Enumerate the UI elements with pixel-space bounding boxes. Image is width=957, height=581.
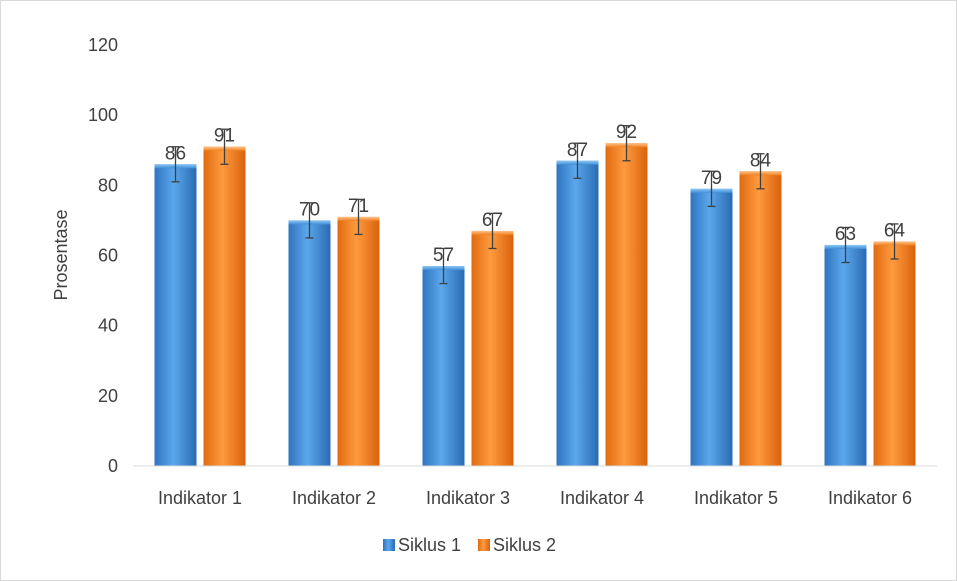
bar-siklus-1-4	[556, 160, 599, 466]
legend: Siklus 1 Siklus 2	[383, 535, 556, 555]
bar-siklus-2-6	[873, 241, 916, 466]
data-label: 86	[165, 143, 186, 164]
data-label: 67	[482, 210, 503, 231]
x-tick-label: Indikator 6	[828, 488, 912, 508]
bar-siklus-1-1	[154, 164, 197, 467]
bar-series: 86 91 70 71 57 67 87 92 79 84 63 64	[154, 122, 916, 467]
bar-siklus-2-2	[337, 216, 380, 466]
data-label: 92	[616, 122, 637, 143]
y-tick-label: 40	[98, 316, 118, 336]
x-tick-label: Indikator 2	[292, 488, 376, 508]
legend-label: Siklus 1	[398, 535, 461, 555]
x-tick-label: Indikator 3	[426, 488, 510, 508]
y-axis-label: Prosentase	[51, 209, 71, 300]
x-tick-label: Indikator 4	[560, 488, 644, 508]
bar-siklus-1-5	[690, 188, 733, 466]
y-axis-ticks: 0 20 40 60 80 100 120	[88, 35, 118, 476]
x-axis-labels: Indikator 1 Indikator 2 Indikator 3 Indikat…	[158, 488, 912, 508]
x-tick-label: Indikator 5	[694, 488, 778, 508]
bar-siklus-1-2	[288, 220, 331, 466]
data-label: 91	[214, 126, 235, 147]
bar-siklus-2-5	[739, 171, 782, 467]
y-tick-label: 60	[98, 246, 118, 266]
data-label: 87	[567, 140, 588, 161]
data-label: 71	[348, 196, 369, 217]
data-label: 70	[299, 199, 320, 220]
data-label: 84	[750, 150, 772, 171]
y-tick-label: 80	[98, 175, 118, 195]
y-tick-label: 0	[108, 456, 118, 476]
bar-siklus-2-4	[605, 143, 648, 466]
bar-siklus-2-3	[471, 230, 514, 466]
bar-siklus-1-6	[824, 244, 867, 466]
legend-swatch	[383, 539, 395, 551]
x-tick-label: Indikator 1	[158, 488, 242, 508]
data-label: 79	[701, 168, 722, 189]
data-label: 64	[884, 220, 906, 241]
data-label: 63	[835, 224, 856, 245]
data-label: 57	[433, 245, 454, 266]
legend-label: Siklus 2	[493, 535, 556, 555]
y-tick-label: 120	[88, 35, 118, 55]
bar-siklus-2-1	[203, 146, 246, 466]
y-tick-label: 20	[98, 386, 118, 406]
legend-swatch	[478, 539, 490, 551]
bar-siklus-1-3	[422, 266, 465, 466]
y-tick-label: 100	[88, 105, 118, 125]
